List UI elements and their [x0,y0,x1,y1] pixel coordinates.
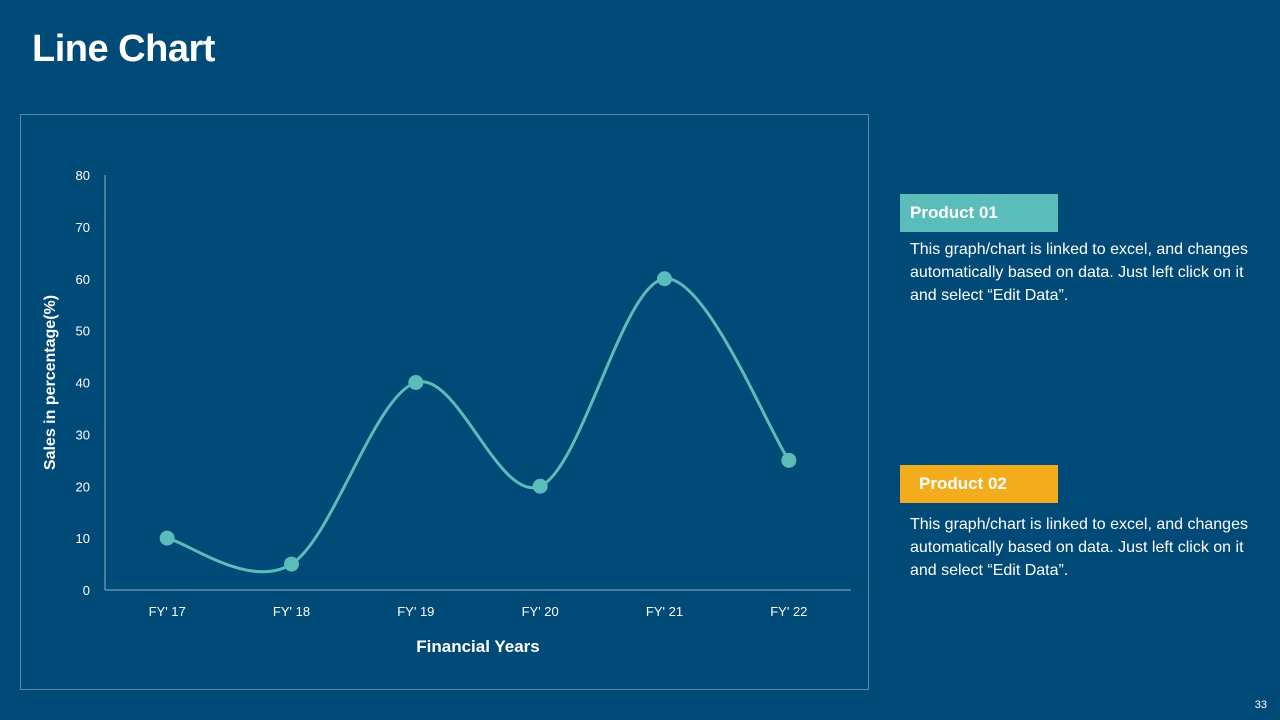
y-tick-label: 20 [76,479,90,494]
x-tick-label: FY' 19 [397,604,434,619]
series-line [165,277,791,574]
x-axis-title: Financial Years [416,637,539,656]
y-tick-labels: 0 10 20 30 40 50 60 70 80 [76,168,90,598]
data-point-marker [657,271,672,287]
x-tick-label: FY' 18 [273,604,310,619]
y-tick-label: 80 [76,168,90,183]
x-tick-label: FY' 20 [522,604,559,619]
chart-area[interactable]: 0 10 20 30 40 50 60 70 80 FY' 17 FY' 18 FY' 19 FY' … [20,114,869,690]
y-axis-title: Sales in percentage(%) [42,295,59,470]
data-point-marker [781,452,797,468]
legend-product-01-description: This graph/chart is linked to excel, and… [910,241,1248,304]
x-tick-labels: FY' 17 FY' 18 FY' 19 FY' 20 FY' 21 FY' 22 [149,604,808,619]
y-tick-label: 60 [76,272,90,287]
page-number: 33 [1254,699,1267,711]
y-tick-label: 40 [76,376,90,391]
legend-product-01: Product 01 [900,194,1058,232]
x-tick-label: FY' 17 [149,604,186,619]
legend-product-02-description: This graph/chart is linked to excel, and… [910,516,1248,579]
legend-product-02: Product 02 [900,465,1058,503]
data-point-marker [284,556,299,572]
y-tick-label: 30 [76,427,90,442]
y-tick-label: 50 [76,324,90,339]
data-point-marker [408,375,424,390]
data-point-marker [159,530,175,546]
y-tick-label: 10 [76,531,90,546]
y-tick-label: 70 [76,220,90,235]
slide-title: Line Chart [32,28,215,70]
x-tick-label: FY' 21 [646,604,683,619]
data-point-marker [532,478,548,494]
series-layer [159,271,797,574]
x-tick-label: FY' 22 [770,604,807,619]
y-tick-label: 0 [83,583,90,598]
